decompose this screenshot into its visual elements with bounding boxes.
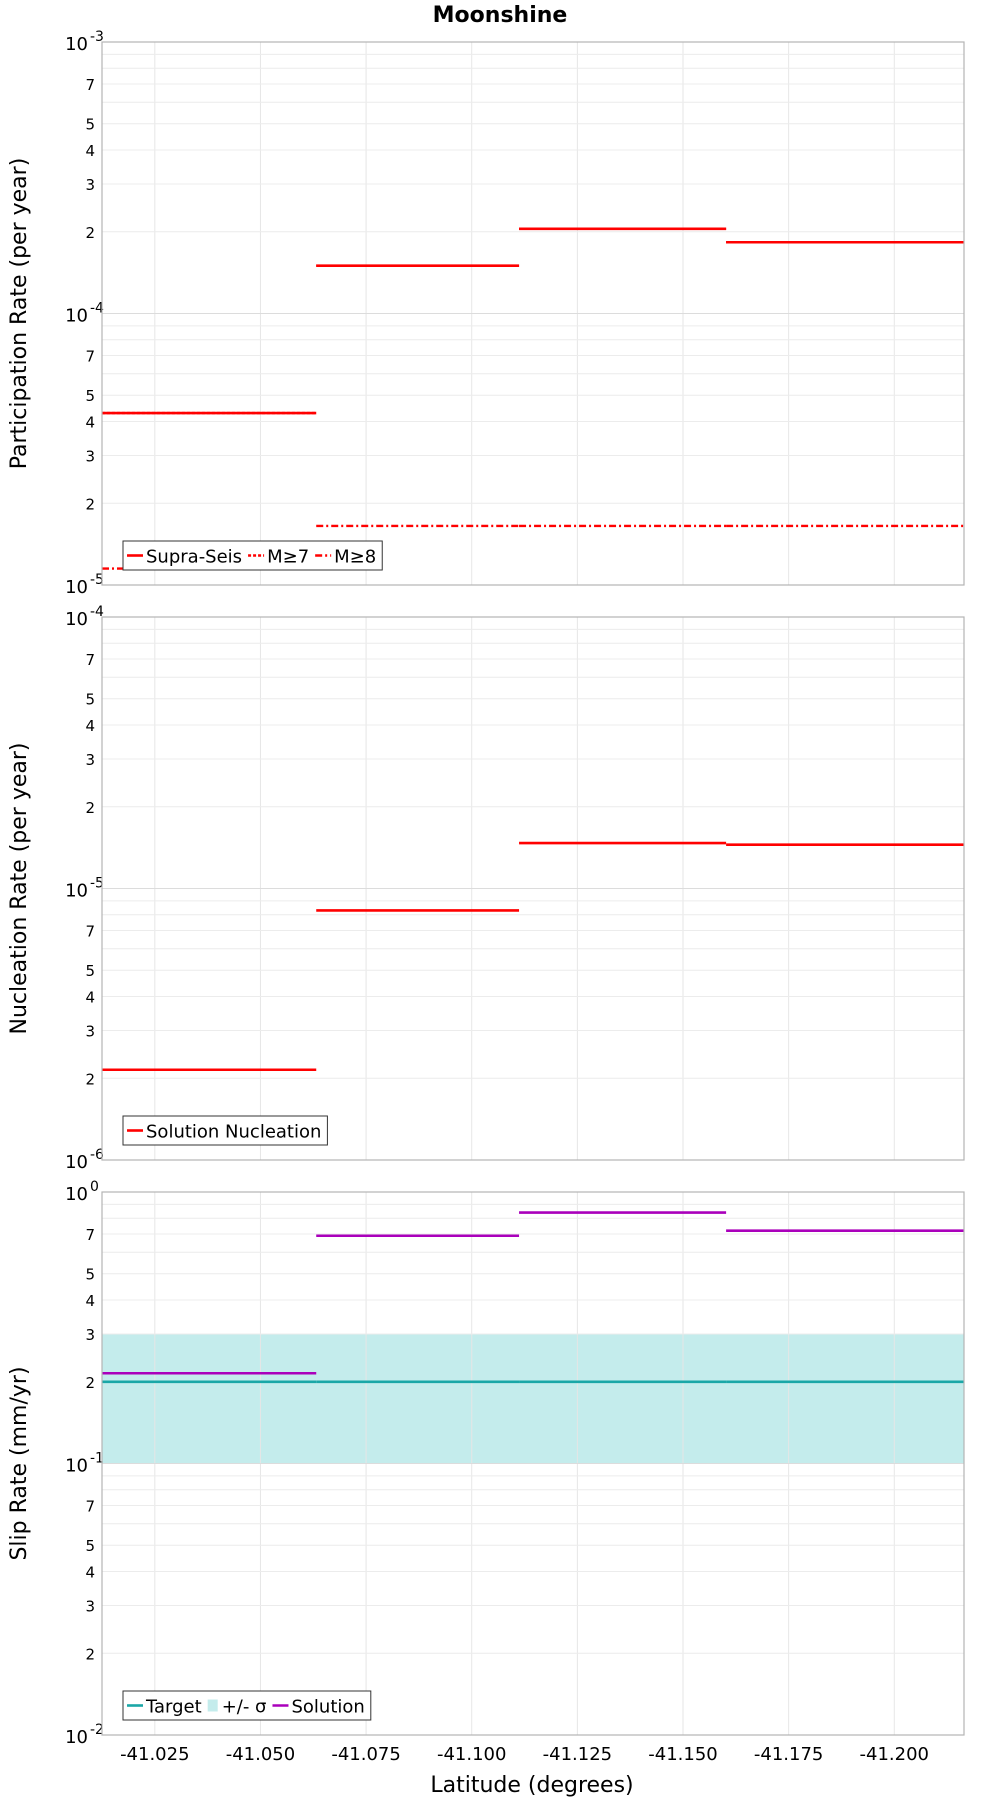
- plot-frame: [101, 616, 965, 1161]
- y-minor-tick-label: 4: [85, 989, 95, 1007]
- y-minor-tick-label: 5: [85, 691, 95, 709]
- y-tick-base: 10: [65, 1456, 88, 1477]
- legend: Target +/- σ Solution: [122, 1690, 372, 1721]
- y-minor-tick-label: 7: [85, 1498, 95, 1516]
- legend-entry-label: Solution: [291, 1697, 364, 1718]
- y-minor-tick-label: 2: [85, 495, 95, 513]
- y-minor-tick-label: 5: [85, 387, 95, 405]
- y-minor-tick-label: 7: [85, 923, 95, 941]
- legend-box: [122, 540, 383, 571]
- y-tick-exponent: -5: [90, 876, 104, 892]
- x-tick-label: -41.050: [226, 1744, 295, 1765]
- y-minor-tick-label: 4: [85, 1292, 95, 1310]
- legend-box: [122, 1690, 372, 1721]
- y-minor-tick-label: 2: [85, 1070, 95, 1088]
- x-axis-label: Latitude (degrees): [430, 1773, 633, 1798]
- legend-box: [122, 1115, 328, 1146]
- x-tick-label: -41.175: [754, 1744, 823, 1765]
- plot-frame: [101, 41, 965, 586]
- legend: Supra-Seis M≥7 M≥8: [122, 540, 383, 571]
- y-minor-tick-label: 3: [85, 176, 95, 194]
- y-tick-label: 10: [65, 1184, 88, 1205]
- chart-title: Moonshine: [433, 3, 568, 28]
- y-tick-base: 10: [65, 577, 88, 598]
- y-axis-label: Slip Rate (mm/yr): [7, 1366, 32, 1560]
- y-minor-tick-label: 4: [85, 1564, 95, 1582]
- y-minor-tick-label: 4: [85, 142, 95, 160]
- y-minor-tick-label: 3: [85, 1597, 95, 1615]
- y-minor-tick-label: 5: [85, 962, 95, 980]
- y-minor-tick-label: 4: [85, 414, 95, 432]
- y-minor-tick-label: 7: [85, 651, 95, 669]
- y-tick-exponent: -1: [90, 1451, 104, 1467]
- y-tick-exponent: -6: [90, 1147, 104, 1163]
- y-minor-tick-label: 2: [85, 1374, 95, 1392]
- y-minor-tick-label: 5: [85, 1266, 95, 1284]
- legend: Solution Nucleation: [122, 1115, 328, 1146]
- y-tick-label: 10: [65, 1456, 88, 1477]
- x-tick-label: -41.100: [437, 1744, 506, 1765]
- legend-entry-label: Target: [145, 1697, 202, 1718]
- legend-entry-label: M≥8: [334, 547, 376, 568]
- y-tick-label: 10: [65, 1727, 88, 1748]
- y-axis-label: Nucleation Rate (per year): [7, 743, 32, 1035]
- y-axis-label: Participation Rate (per year): [7, 158, 32, 470]
- y-tick-exponent: -4: [90, 604, 104, 620]
- legend-entry-label: +/- σ: [222, 1697, 267, 1718]
- y-minor-tick-label: 3: [85, 751, 95, 769]
- y-minor-tick-label: 2: [85, 799, 95, 817]
- y-tick-label: 10: [65, 609, 88, 630]
- y-tick-base: 10: [65, 1727, 88, 1748]
- x-tick-label: -41.200: [860, 1744, 929, 1765]
- y-tick-exponent: -2: [90, 1722, 104, 1738]
- y-minor-tick-label: 2: [85, 224, 95, 242]
- y-tick-exponent: -5: [90, 572, 104, 588]
- y-minor-tick-label: 7: [85, 348, 95, 366]
- y-minor-tick-label: 7: [85, 76, 95, 94]
- x-tick-label: -41.075: [331, 1744, 400, 1765]
- y-tick-label: 10: [65, 34, 88, 55]
- y-minor-tick-label: 3: [85, 447, 95, 465]
- legend-entry-label: Supra-Seis: [146, 547, 242, 568]
- y-tick-base: 10: [65, 34, 88, 55]
- y-minor-tick-label: 3: [85, 1022, 95, 1040]
- y-tick-exponent: -3: [90, 29, 104, 45]
- y-tick-exponent: -4: [90, 301, 104, 317]
- y-tick-base: 10: [65, 1184, 88, 1205]
- plot-frame: [101, 1191, 965, 1736]
- y-minor-tick-label: 5: [85, 116, 95, 134]
- legend-swatch-band: [207, 1699, 218, 1712]
- y-minor-tick-label: 5: [85, 1537, 95, 1555]
- y-tick-base: 10: [65, 609, 88, 630]
- legend-entry-label: M≥7: [267, 547, 309, 568]
- x-tick-label: -41.125: [543, 1744, 612, 1765]
- y-tick-exponent: 0: [90, 1179, 99, 1195]
- legend-entry-label: Solution Nucleation: [146, 1122, 321, 1143]
- y-tick-label: 10: [65, 881, 88, 902]
- y-minor-tick-label: 7: [85, 1226, 95, 1244]
- y-tick-label: 10: [65, 577, 88, 598]
- y-tick-base: 10: [65, 881, 88, 902]
- y-tick-base: 10: [65, 306, 88, 327]
- y-tick-base: 10: [65, 1152, 88, 1173]
- x-tick-label: -41.150: [648, 1744, 717, 1765]
- y-minor-tick-label: 2: [85, 1645, 95, 1663]
- y-minor-tick-label: 4: [85, 717, 95, 735]
- x-tick-label: -41.025: [120, 1744, 189, 1765]
- y-tick-label: 10: [65, 1152, 88, 1173]
- y-minor-tick-label: 3: [85, 1326, 95, 1344]
- sigma-band: [102, 1333, 964, 1464]
- y-tick-label: 10: [65, 306, 88, 327]
